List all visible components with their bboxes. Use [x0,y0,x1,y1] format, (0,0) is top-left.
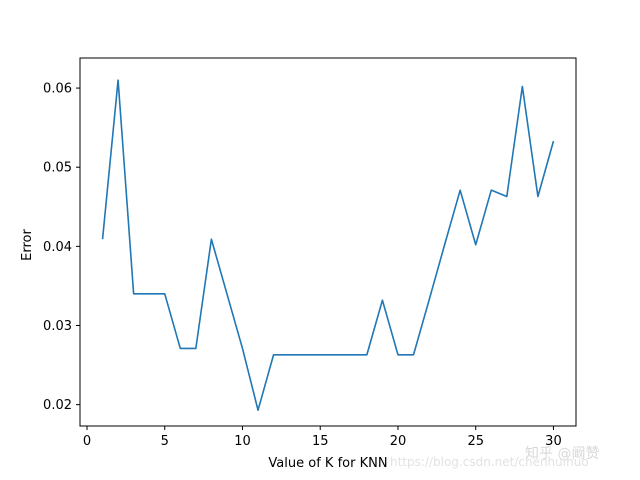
series-layer [101,79,555,411]
y-tick-label: 0.05 [43,161,72,176]
y-axis-label: Error [20,229,35,261]
y-tick-label: 0.06 [43,82,72,97]
x-tick-label: 0 [83,434,91,449]
y-tick-label: 0.02 [43,398,72,413]
x-tick-label: 30 [545,434,562,449]
axes-frame [79,57,577,427]
watermark-url: https://blog.csdn.net/chenhuihuo [390,455,589,469]
plot-area [79,57,577,427]
x-axis-label: Value of K for KNN [268,456,387,471]
error-series-line [101,79,555,411]
watermark-zhihu: 知乎 @阚赞 [525,445,599,462]
x-tick-label: 5 [161,434,169,449]
x-tick-label: 15 [312,434,329,449]
y-axis-ticks: 0.02 0.03 0.04 0.05 0.06 [43,82,80,413]
y-tick-label: 0.03 [43,319,72,334]
x-tick-label: 20 [390,434,407,449]
x-tick-label: 10 [234,434,251,449]
y-tick-label: 0.04 [43,240,72,255]
x-tick-label: 25 [467,434,484,449]
x-axis-ticks: 0 5 10 15 20 25 30 [83,426,562,449]
